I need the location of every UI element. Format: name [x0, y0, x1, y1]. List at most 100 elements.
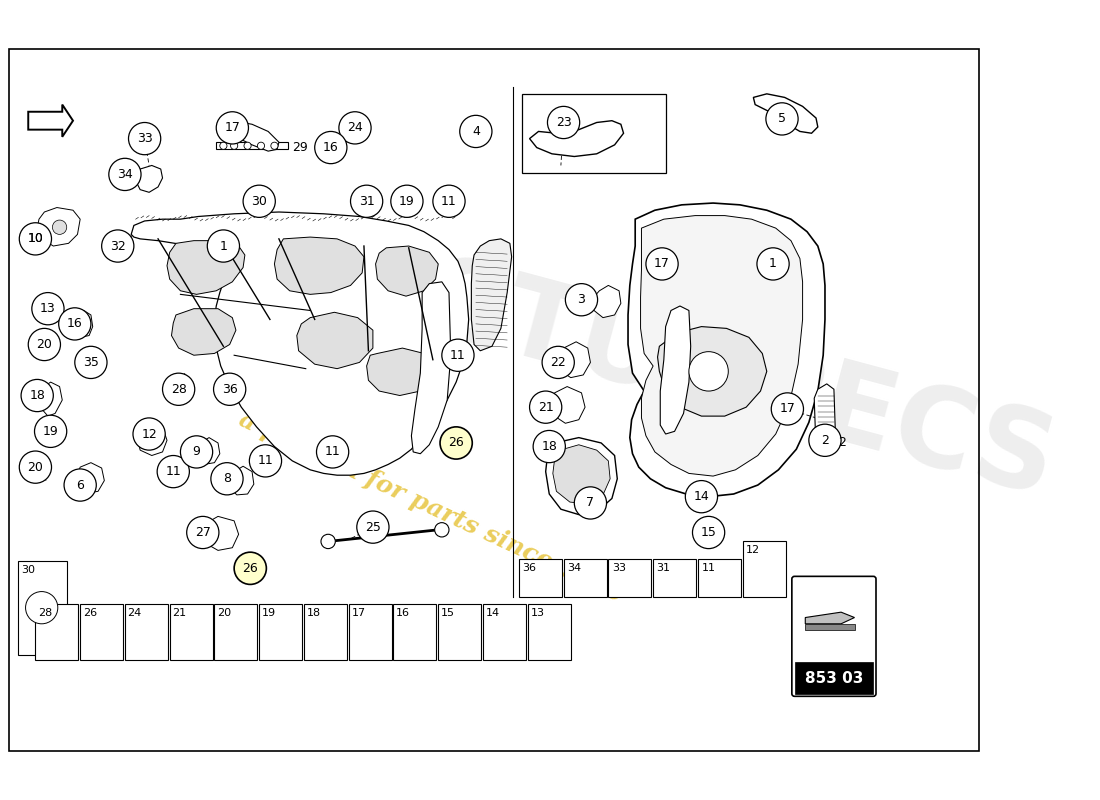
Circle shape [133, 418, 165, 450]
FancyBboxPatch shape [792, 576, 876, 696]
Circle shape [356, 511, 389, 543]
Circle shape [321, 534, 336, 549]
Circle shape [25, 591, 58, 624]
Polygon shape [41, 382, 63, 416]
Text: 30: 30 [21, 565, 35, 574]
Polygon shape [135, 166, 163, 192]
Text: 16: 16 [396, 608, 410, 618]
Text: 11: 11 [450, 349, 465, 362]
Polygon shape [375, 246, 438, 296]
Circle shape [21, 379, 53, 412]
Circle shape [213, 373, 245, 406]
Circle shape [440, 427, 472, 459]
Polygon shape [73, 310, 92, 338]
Text: 26: 26 [242, 562, 258, 574]
Circle shape [234, 552, 266, 585]
Text: 26: 26 [82, 608, 97, 618]
Circle shape [34, 415, 67, 447]
Text: 24: 24 [348, 122, 363, 134]
Polygon shape [814, 384, 836, 455]
Text: 20: 20 [36, 338, 53, 351]
FancyBboxPatch shape [80, 604, 123, 660]
Text: 22: 22 [550, 356, 566, 369]
Text: 27: 27 [195, 526, 211, 539]
Circle shape [689, 352, 728, 391]
Text: 14: 14 [486, 608, 499, 618]
Text: 6: 6 [76, 478, 84, 491]
FancyBboxPatch shape [563, 559, 606, 597]
Text: 16: 16 [67, 318, 82, 330]
Polygon shape [805, 612, 855, 624]
FancyBboxPatch shape [394, 604, 437, 660]
Circle shape [244, 142, 251, 150]
Circle shape [548, 106, 580, 138]
Text: 19: 19 [399, 194, 415, 208]
FancyBboxPatch shape [794, 662, 873, 694]
Text: 19: 19 [262, 608, 276, 618]
Text: 13: 13 [530, 608, 544, 618]
Circle shape [434, 522, 449, 537]
Polygon shape [172, 309, 235, 355]
Text: 853 03: 853 03 [805, 671, 864, 686]
Text: 24: 24 [128, 608, 142, 618]
Circle shape [808, 424, 842, 456]
FancyBboxPatch shape [217, 142, 288, 150]
Circle shape [32, 293, 64, 325]
FancyBboxPatch shape [528, 604, 571, 660]
Circle shape [101, 230, 134, 262]
Text: 18: 18 [541, 440, 558, 453]
Text: GTUSPECS: GTUSPECS [405, 246, 1066, 518]
Text: 10: 10 [28, 232, 43, 246]
Text: 4: 4 [472, 125, 480, 138]
Circle shape [757, 248, 789, 280]
Polygon shape [552, 386, 585, 423]
Circle shape [542, 346, 574, 378]
Text: 16: 16 [323, 141, 339, 154]
Circle shape [315, 131, 346, 164]
Polygon shape [805, 624, 855, 630]
Circle shape [163, 373, 195, 406]
Text: 9: 9 [192, 446, 200, 458]
Circle shape [58, 308, 91, 340]
Polygon shape [29, 105, 73, 137]
Polygon shape [472, 239, 512, 350]
Circle shape [460, 115, 492, 147]
Text: 7: 7 [586, 497, 594, 510]
Polygon shape [411, 282, 451, 454]
Text: 29: 29 [293, 141, 308, 154]
Circle shape [271, 142, 278, 150]
Text: a passion for parts since 1985: a passion for parts since 1985 [235, 407, 627, 607]
Polygon shape [227, 121, 279, 151]
Polygon shape [553, 445, 610, 504]
Circle shape [243, 185, 275, 218]
Polygon shape [660, 306, 691, 434]
Text: 18: 18 [30, 389, 45, 402]
Circle shape [109, 158, 141, 190]
Polygon shape [640, 215, 803, 476]
Text: 28: 28 [39, 608, 53, 618]
Text: 17: 17 [654, 258, 670, 270]
Text: 18: 18 [307, 608, 321, 618]
Text: 35: 35 [82, 356, 99, 369]
Text: 33: 33 [136, 132, 153, 145]
FancyBboxPatch shape [125, 604, 168, 660]
Text: 34: 34 [117, 168, 133, 181]
Polygon shape [297, 312, 373, 369]
Text: 34: 34 [568, 563, 581, 573]
Circle shape [211, 462, 243, 495]
Text: 28: 28 [170, 382, 187, 396]
Text: 31: 31 [657, 563, 671, 573]
Circle shape [534, 430, 565, 462]
Circle shape [771, 393, 803, 425]
FancyBboxPatch shape [349, 604, 392, 660]
Circle shape [766, 102, 799, 135]
Circle shape [29, 328, 60, 361]
Circle shape [129, 122, 161, 154]
Circle shape [207, 230, 240, 262]
Text: 11: 11 [441, 194, 456, 208]
Circle shape [317, 436, 349, 468]
Circle shape [53, 220, 67, 234]
Text: 17: 17 [351, 608, 365, 618]
Text: 1: 1 [220, 239, 228, 253]
Polygon shape [628, 203, 825, 497]
